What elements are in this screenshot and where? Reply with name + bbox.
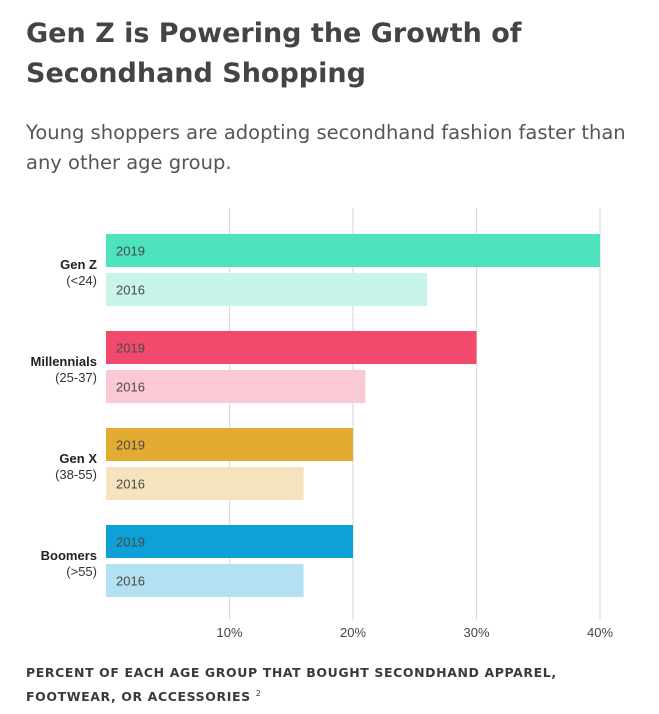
chart-subtitle: Young shoppers are adopting secondhand f… <box>26 121 626 174</box>
category-age-range: (<24) <box>66 273 97 288</box>
bar-series-label: 2016 <box>116 574 145 589</box>
category-label: Gen Z <box>60 257 97 272</box>
bar-series-label: 2016 <box>116 283 145 298</box>
x-tick-label: 30% <box>463 625 489 640</box>
footnote-text: PERCENT OF EACH AGE GROUP THAT BOUGHT SE… <box>26 665 557 705</box>
bar <box>106 525 353 558</box>
bar-series-label: 2019 <box>116 244 145 259</box>
bar-series-label: 2019 <box>116 341 145 356</box>
chart-footnote: PERCENT OF EACH AGE GROUP THAT BOUGHT SE… <box>26 662 646 707</box>
category-label: Gen X <box>59 451 97 466</box>
category-label: Boomers <box>41 548 97 563</box>
x-tick-label: 20% <box>340 625 366 640</box>
footnote-reference: 2 <box>255 689 261 698</box>
bar <box>106 234 600 267</box>
bar-series-label: 2016 <box>116 380 145 395</box>
chart-title: Gen Z is Powering the Growth of Secondha… <box>26 18 522 89</box>
bar <box>106 428 353 461</box>
bar-series-label: 2019 <box>116 438 145 453</box>
bar <box>106 331 477 364</box>
bar <box>106 370 366 403</box>
bar-chart: 10% 20% 30% 40% 2019 2016 Gen Z(<24) 2019 2016 Mi… <box>31 208 613 640</box>
category-age-range: (>55) <box>66 564 97 579</box>
category-label: Millennials <box>31 354 97 369</box>
bar <box>106 273 428 306</box>
category-age-range: (25-37) <box>55 370 97 385</box>
bar-series-label: 2016 <box>116 477 145 492</box>
category-age-range: (38-55) <box>55 467 97 482</box>
x-tick-label: 10% <box>216 625 242 640</box>
bar <box>106 467 304 500</box>
bar <box>106 564 304 597</box>
bar-series-label: 2019 <box>116 535 145 550</box>
x-tick-label: 40% <box>587 625 613 640</box>
